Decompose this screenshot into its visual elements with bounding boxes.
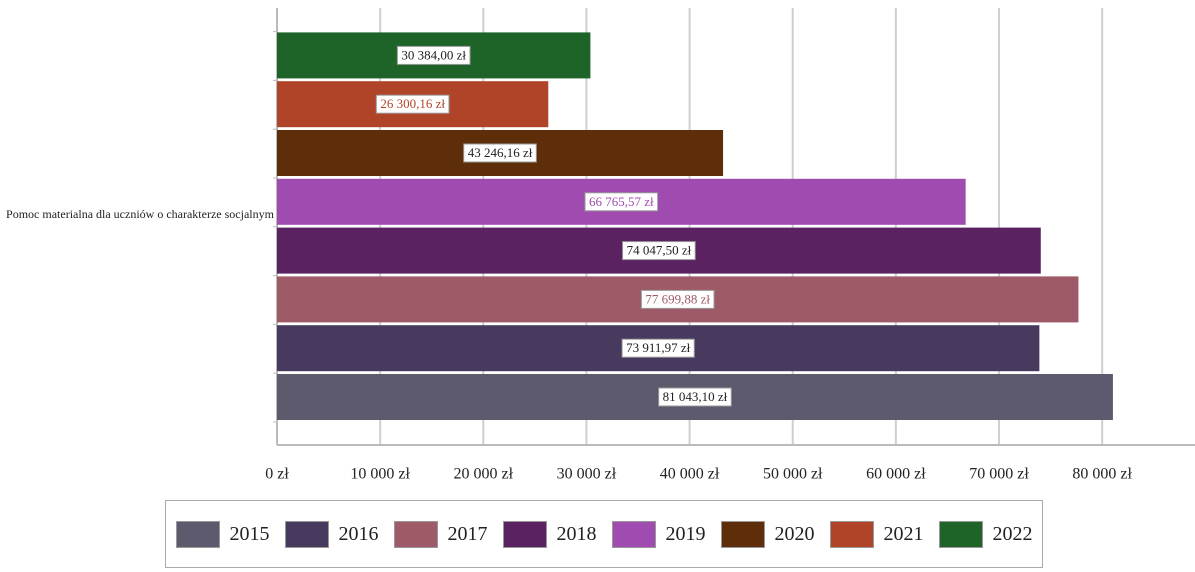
- x-tick-label: 60 000 zł: [866, 466, 926, 483]
- data-label-box: [622, 241, 696, 261]
- data-label: 74 047,50 zł: [627, 243, 692, 258]
- legend-label: 2017: [447, 522, 488, 545]
- legend-label: 2021: [883, 522, 924, 545]
- legend-swatch: [175, 520, 220, 548]
- legend-label: 2022: [992, 522, 1033, 545]
- legend-label: 2020: [774, 522, 815, 545]
- legend-item: 2015: [175, 520, 270, 548]
- legend-label: 2019: [665, 522, 706, 545]
- legend-swatch: [393, 520, 438, 548]
- x-tick-label: 10 000 zł: [350, 466, 410, 483]
- data-label-box: [621, 338, 695, 358]
- data-label-group: 74 047,50 zł: [622, 241, 696, 261]
- x-tick-label: 20 000 zł: [454, 466, 514, 483]
- legend-label: 2015: [229, 522, 270, 545]
- data-label: 73 911,97 zł: [626, 340, 691, 355]
- data-label-group: 26 300,16 zł: [375, 94, 450, 114]
- x-tick-label: 30 000 zł: [557, 466, 617, 483]
- x-tick-label: 70 000 zł: [969, 466, 1029, 483]
- legend-item: 2019: [611, 520, 706, 548]
- data-label-group: 81 043,10 zł: [658, 387, 732, 407]
- legend-label: 2018: [556, 522, 597, 545]
- data-label: 43 246,16 zł: [468, 145, 533, 160]
- data-label-group: 43 246,16 zł: [463, 143, 537, 163]
- legend: 2015 2016 2017 2018 2019 2020 2021 2022: [165, 500, 1043, 568]
- legend-swatch: [720, 520, 765, 548]
- data-label-box: [658, 387, 732, 407]
- data-label-box: [396, 45, 471, 65]
- data-label-group: 66 765,57 zł: [584, 192, 659, 212]
- legend-item: 2020: [720, 520, 815, 548]
- data-label: 66 765,57 zł: [589, 194, 654, 209]
- x-tick-label: 80 000 zł: [1072, 466, 1132, 483]
- legend-swatch: [938, 520, 983, 548]
- x-tick-label: 50 000 zł: [763, 466, 823, 483]
- legend-swatch: [829, 520, 874, 548]
- data-label-group: 77 699,88 zł: [640, 289, 715, 309]
- data-label: 30 384,00 zł: [401, 47, 466, 62]
- x-tick-label: 0 zł: [265, 466, 289, 483]
- legend-item: 2018: [502, 520, 597, 548]
- legend-item: 2021: [829, 520, 924, 548]
- legend-item: 2022: [938, 520, 1033, 548]
- x-tick-label: 40 000 zł: [660, 466, 720, 483]
- data-label-box: [375, 94, 450, 114]
- legend-item: 2017: [393, 520, 488, 548]
- data-label: 77 699,88 zł: [645, 291, 710, 306]
- legend-swatch: [502, 520, 547, 548]
- data-label-group: 30 384,00 zł: [396, 45, 471, 65]
- legend-item: 2016: [284, 520, 379, 548]
- data-label-box: [463, 143, 537, 163]
- category-label: Pomoc materialna dla uczniów o charakter…: [6, 207, 274, 221]
- legend-swatch: [611, 520, 656, 548]
- data-label: 26 300,16 zł: [380, 96, 445, 111]
- legend-swatch: [284, 520, 329, 548]
- data-label-box: [640, 289, 715, 309]
- data-label-group: 73 911,97 zł: [621, 338, 695, 358]
- data-label-box: [584, 192, 659, 212]
- legend-label: 2016: [338, 522, 379, 545]
- chart: 0 zł 10 000 zł 20 000 zł 30 000 zł 40 000 zł…: [265, 8, 1195, 483]
- data-label: 81 043,10 zł: [663, 389, 728, 404]
